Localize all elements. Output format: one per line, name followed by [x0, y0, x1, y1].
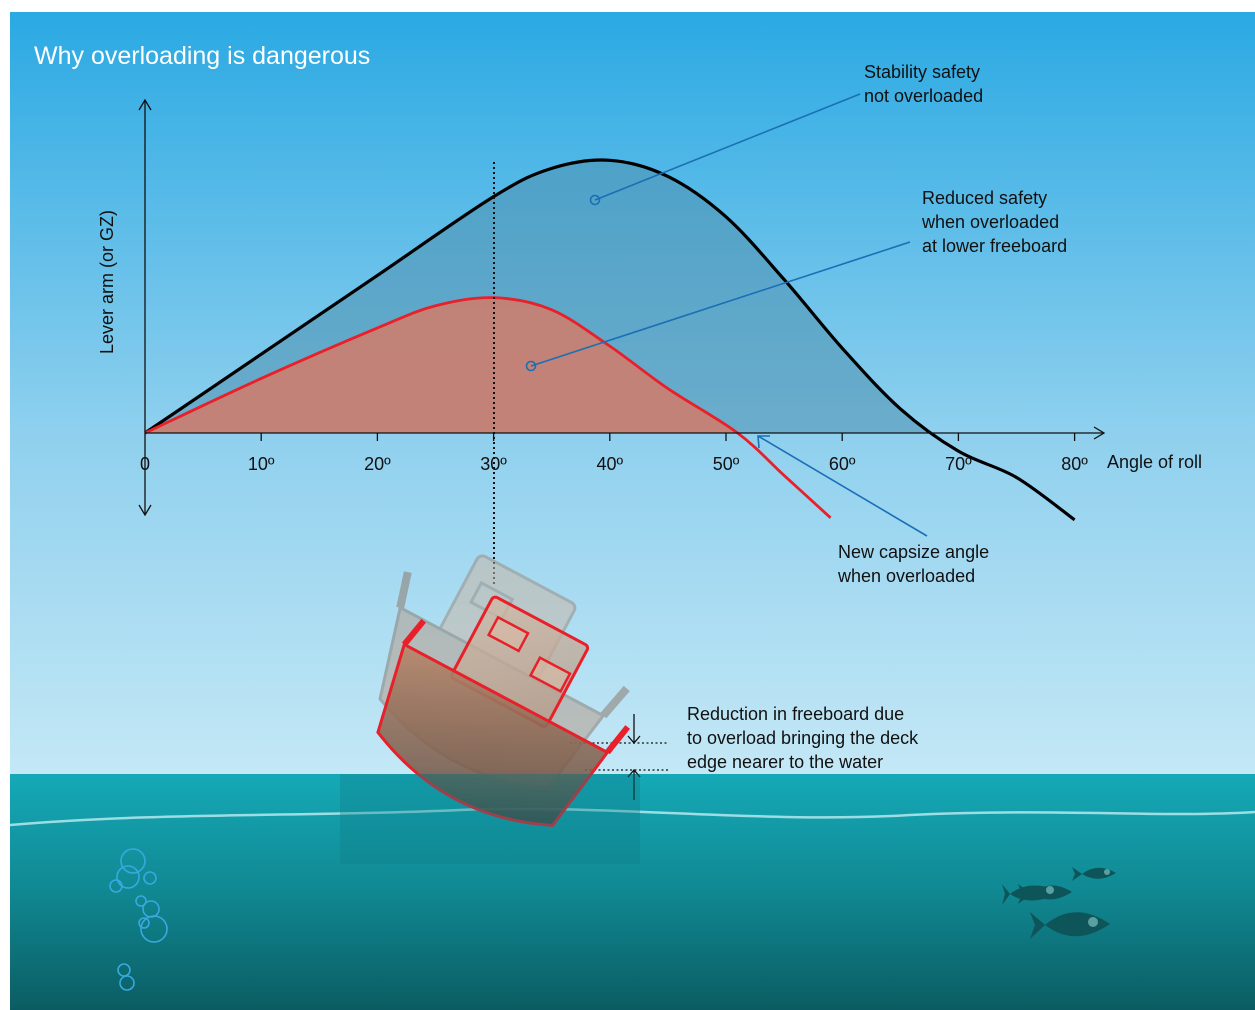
annotation-line: to overload bringing the deck [687, 728, 919, 748]
fish-icon [1002, 884, 1072, 905]
boat-overloaded [376, 595, 631, 827]
x-tick-label: 30º [480, 454, 507, 474]
annotation-capsize: New capsize angle when overloaded [837, 542, 989, 586]
curve-not_overloaded [144, 158, 1076, 522]
y-axis-label: Lever arm (or GZ) [97, 210, 117, 354]
x-axis [145, 426, 1106, 440]
wave-highlight [10, 807, 1255, 827]
x-tick-label: 50º [713, 454, 740, 474]
annotation-overloaded: Reduced safety when overloaded at lower … [921, 188, 1067, 256]
water-overlay [340, 774, 640, 864]
annotation-line: at lower freeboard [922, 236, 1067, 256]
y-axis [138, 98, 152, 517]
x-axis-label: Angle of roll [1107, 452, 1202, 472]
x-tick-label: 60º [829, 454, 856, 474]
curve-overloaded [144, 296, 832, 519]
fish-icon [1072, 867, 1116, 881]
annotation-line: Reduced safety [922, 188, 1047, 208]
x-ticks: 0 10º 20º 30º 40º 50º 60º 70º 80º [140, 433, 1088, 474]
x-tick-label: 40º [596, 454, 623, 474]
leader-lines [525, 93, 928, 537]
diagram-title: Why overloading is dangerous [34, 42, 370, 70]
annotation-line: when overloaded [837, 566, 975, 586]
annotation-line: New capsize angle [838, 542, 989, 562]
bubbles [109, 848, 168, 991]
annotation-line: edge nearer to the water [687, 752, 883, 772]
diagram-canvas: Why overloading is dangerous 0 10º 20º 30º 4… [10, 12, 1255, 1010]
area-overloaded [145, 297, 743, 437]
x-tick-label: 20º [364, 454, 391, 474]
x-tick-label: 0 [140, 454, 150, 474]
fish-icon [1030, 912, 1110, 939]
annotation-line: Reduction in freeboard due [687, 704, 904, 724]
annotation-not-overloaded: Stability safety not overloaded [864, 62, 983, 106]
x-tick-label: 80º [1061, 454, 1088, 474]
annotation-line: not overloaded [864, 86, 983, 106]
x-tick-label: 70º [945, 454, 972, 474]
annotation-line: when overloaded [921, 212, 1059, 232]
annotation-line: Stability safety [864, 62, 980, 82]
overloading-diagram: Why overloading is dangerous 0 10º 20º 30º 4… [10, 12, 1255, 1010]
x-tick-label: 10º [248, 454, 275, 474]
freeboard-markers [570, 714, 668, 800]
gz-chart [144, 158, 1076, 522]
annotation-freeboard: Reduction in freeboard due to overload b… [687, 704, 919, 772]
